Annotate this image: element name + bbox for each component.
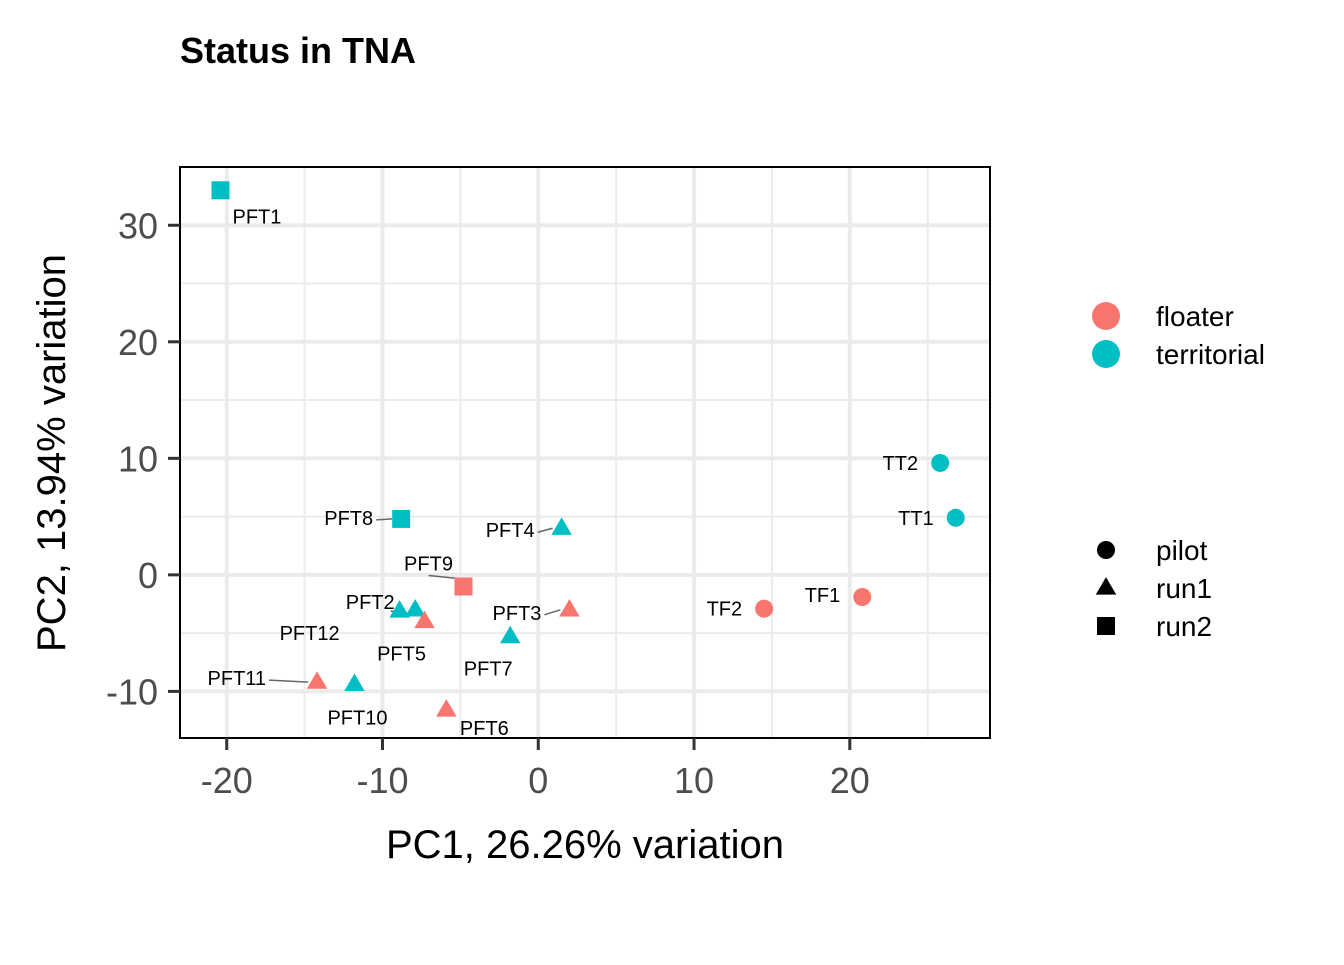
x-tick-label: 20 <box>830 760 870 801</box>
point-label-pft2: PFT2 <box>346 592 395 614</box>
axis-ticks: -20 -10 0 10 20 -10 0 10 20 30 <box>106 205 870 801</box>
legend-label-run1: run1 <box>1156 573 1212 604</box>
data-point-tt2 <box>931 453 950 472</box>
legend-label-run2: run2 <box>1156 611 1212 642</box>
chart-title: Status in TNA <box>180 30 416 71</box>
x-axis-title: PC1, 26.26% variation <box>386 823 784 867</box>
y-tick-label: 10 <box>118 438 158 479</box>
data-point-pft10 <box>344 673 365 692</box>
label-connector <box>376 518 393 521</box>
label-connector <box>544 609 561 616</box>
y-tick-label: 30 <box>118 205 158 246</box>
legend-key-floater <box>1092 302 1120 330</box>
point-label-pft3: PFT3 <box>493 603 542 625</box>
point-label-tt1: TT1 <box>898 508 934 530</box>
point-label-pft12: PFT12 <box>280 623 340 645</box>
data-point-pft7 <box>499 625 521 644</box>
panel-border <box>179 166 991 739</box>
point-label-pft1: PFT1 <box>233 206 282 228</box>
data-point-pft5 <box>414 610 435 629</box>
y-tick-label: 0 <box>138 555 158 596</box>
data-point-pft11 <box>306 671 328 689</box>
point-label-pft8: PFT8 <box>324 508 373 530</box>
legend-key-run2 <box>1097 617 1115 635</box>
data-point-pft9 <box>454 577 473 596</box>
data-point-pft6 <box>436 699 457 717</box>
label-connector <box>537 527 553 533</box>
plot-panel <box>179 166 991 739</box>
data-point-pft2 <box>404 598 426 617</box>
point-label-tt2: TT2 <box>883 453 919 475</box>
data-point-pft1 <box>211 181 230 200</box>
point-label-pft11: PFT11 <box>208 668 267 690</box>
data-point-pft4 <box>551 517 572 535</box>
point-label-pft5: PFT5 <box>377 643 426 665</box>
legend-key-territorial <box>1092 340 1120 368</box>
x-tick-label: 0 <box>528 760 548 801</box>
panel-background <box>180 167 990 738</box>
point-label-tf1: TF1 <box>805 585 841 607</box>
point-labels: PFT1 PFT8 PFT9 PFT4 PFT3 PFT2 PFT12 PFT5 PFT7 PFT… <box>208 206 934 740</box>
data-point-pft12 <box>389 600 410 618</box>
point-label-pft10: PFT10 <box>327 707 387 729</box>
data-point-tf2 <box>755 599 774 618</box>
y-tick-label: 20 <box>118 322 158 363</box>
point-label-pft7: PFT7 <box>464 659 513 681</box>
point-label-pft9: PFT9 <box>404 554 453 576</box>
legend: floater territorial pilot run1 run2 <box>1092 301 1265 642</box>
x-tick-label: 10 <box>674 760 714 801</box>
point-label-tf2: TF2 <box>707 599 743 621</box>
data-point-tf1 <box>853 587 872 606</box>
y-tick-label: -10 <box>106 671 158 712</box>
legend-label-pilot: pilot <box>1156 535 1208 566</box>
label-connector <box>269 679 309 683</box>
legend-label-territorial: territorial <box>1156 339 1265 370</box>
x-tick-label: -20 <box>201 760 253 801</box>
data-points <box>211 181 965 717</box>
point-label-pft4: PFT4 <box>486 520 535 542</box>
legend-key-pilot <box>1097 541 1115 559</box>
label-connectors <box>269 518 561 683</box>
data-point-pft8 <box>392 509 411 528</box>
data-point-pft3 <box>559 598 580 617</box>
point-label-pft6: PFT6 <box>460 718 509 740</box>
label-connector <box>428 574 459 580</box>
y-axis-title: PC2, 13.94% variation <box>30 254 74 652</box>
data-point-tt1 <box>946 508 965 527</box>
x-tick-label: -10 <box>356 760 408 801</box>
legend-label-floater: floater <box>1156 301 1234 332</box>
legend-key-run1 <box>1095 577 1117 595</box>
